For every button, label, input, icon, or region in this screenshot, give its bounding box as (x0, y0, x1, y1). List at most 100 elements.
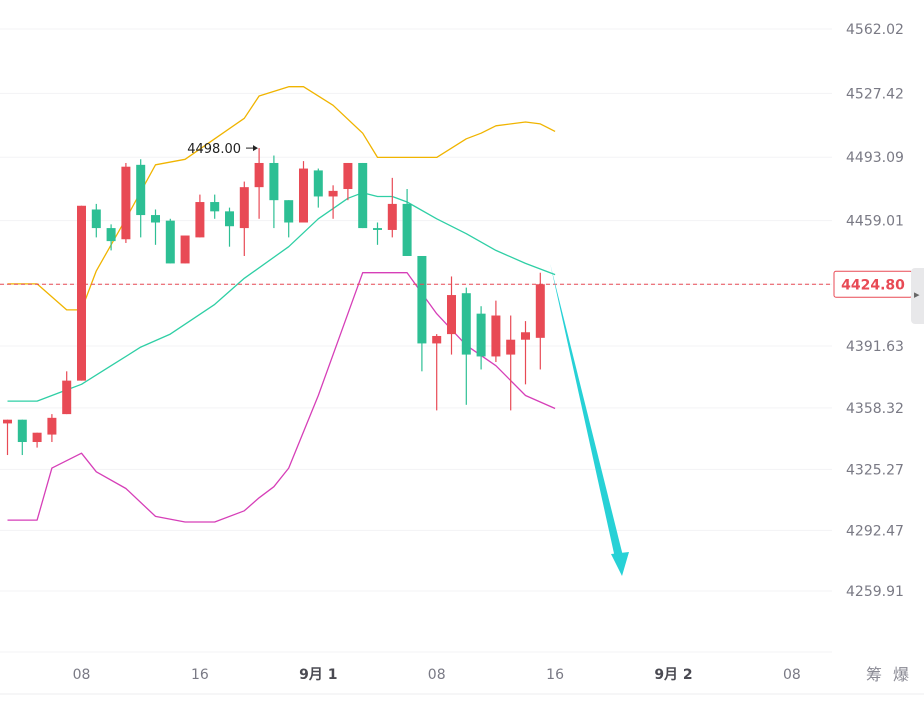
side-panel-toggle[interactable]: ▸ (911, 268, 924, 324)
candle (299, 161, 308, 223)
candle-body (387, 203, 397, 230)
candle (328, 185, 338, 219)
candle-body (328, 190, 338, 197)
lower-band-line (7, 272, 556, 523)
candle-body (121, 166, 131, 240)
candle (136, 159, 146, 238)
candle (535, 272, 545, 370)
y-tick-label: 4259.91 (846, 584, 904, 600)
x-tick-label: 16 (546, 667, 564, 683)
y-tick-label: 4493.09 (846, 150, 904, 166)
trend-arrow-head (611, 552, 629, 576)
grid (0, 28, 924, 695)
candle (151, 209, 160, 245)
candle-body (461, 293, 471, 355)
candle (402, 189, 412, 256)
candle (358, 162, 368, 229)
candle-body (106, 228, 116, 242)
y-tick-label: 4325.27 (846, 462, 904, 478)
candle (506, 315, 516, 411)
upper-band-line (7, 86, 556, 311)
middle-band-line (7, 192, 556, 402)
candle (62, 371, 72, 415)
candle (225, 207, 234, 247)
x-axis-extra-label: 爆 (893, 665, 909, 684)
candle-body (62, 380, 72, 415)
x-axis-extra-label: 筹 (866, 665, 882, 684)
candle-body (373, 228, 382, 230)
y-axis: 4424.80 4562.02 4527.42 4493.09 4459.01 4391.… (833, 22, 913, 600)
candle (491, 300, 501, 363)
candle-body (254, 162, 264, 188)
x-tick-label: 16 (191, 667, 209, 683)
y-tick-label: 4527.42 (846, 86, 904, 102)
candle (121, 162, 131, 243)
candle (417, 255, 427, 372)
candle-body (195, 202, 205, 238)
trend-arrow (550, 264, 629, 576)
candle-body (476, 313, 486, 357)
candle (106, 224, 116, 251)
candle (269, 155, 279, 229)
x-tick-label: 08 (73, 667, 91, 683)
candle-body (136, 164, 146, 216)
x-tick-label: 08 (428, 667, 446, 683)
candle-body (269, 162, 279, 201)
candle-body (313, 170, 323, 197)
trend-arrow-shaft (550, 264, 623, 558)
x-tick-label: 9月 1 (299, 667, 337, 683)
candle (77, 205, 86, 381)
candle (239, 181, 249, 256)
candle (387, 177, 397, 238)
candle (91, 203, 101, 238)
candle (17, 419, 27, 456)
candle (180, 235, 190, 264)
candle-body (32, 432, 42, 443)
y-tick-label: 4292.47 (846, 523, 904, 539)
candle-body (17, 419, 27, 443)
candle-body (225, 211, 234, 227)
candle-body (239, 187, 249, 229)
candle (447, 276, 456, 355)
candle-body (299, 168, 308, 223)
candle-body (151, 215, 160, 223)
candle-body (521, 332, 530, 340)
candle (313, 168, 323, 208)
annotation-arrow-head (253, 145, 258, 152)
candles (3, 148, 545, 456)
candle-body (447, 295, 456, 335)
y-tick-label: 4391.63 (846, 339, 904, 355)
candle-body (165, 220, 175, 264)
y-tick-label: 4459.01 (846, 214, 904, 230)
candle (343, 162, 353, 201)
candle-body (180, 235, 190, 264)
candle-body (432, 335, 442, 344)
bollinger-bands (7, 86, 556, 523)
candle (47, 414, 57, 443)
candle-body (535, 284, 545, 338)
candle (284, 200, 294, 238)
candle-body (491, 315, 501, 357)
candle-body (506, 339, 516, 355)
candle (32, 432, 42, 448)
candle (165, 218, 175, 264)
candle (254, 148, 264, 219)
x-tick-label: 08 (783, 667, 801, 683)
y-tick-label: 4358.32 (846, 401, 904, 417)
candle (461, 287, 471, 405)
candle-body (210, 202, 220, 212)
current-price-label: 4424.80 (841, 277, 905, 293)
annotations: 4498.00 (187, 142, 258, 157)
candle (3, 419, 12, 456)
candle-body (77, 205, 86, 381)
candle-body (343, 162, 353, 190)
x-tick-label: 9月 2 (654, 667, 692, 683)
high-price-annotation: 4498.00 (187, 142, 241, 157)
candle-body (284, 200, 294, 223)
candle-body (91, 209, 101, 229)
candle (373, 222, 382, 245)
candle (210, 194, 220, 219)
candle (195, 194, 205, 238)
